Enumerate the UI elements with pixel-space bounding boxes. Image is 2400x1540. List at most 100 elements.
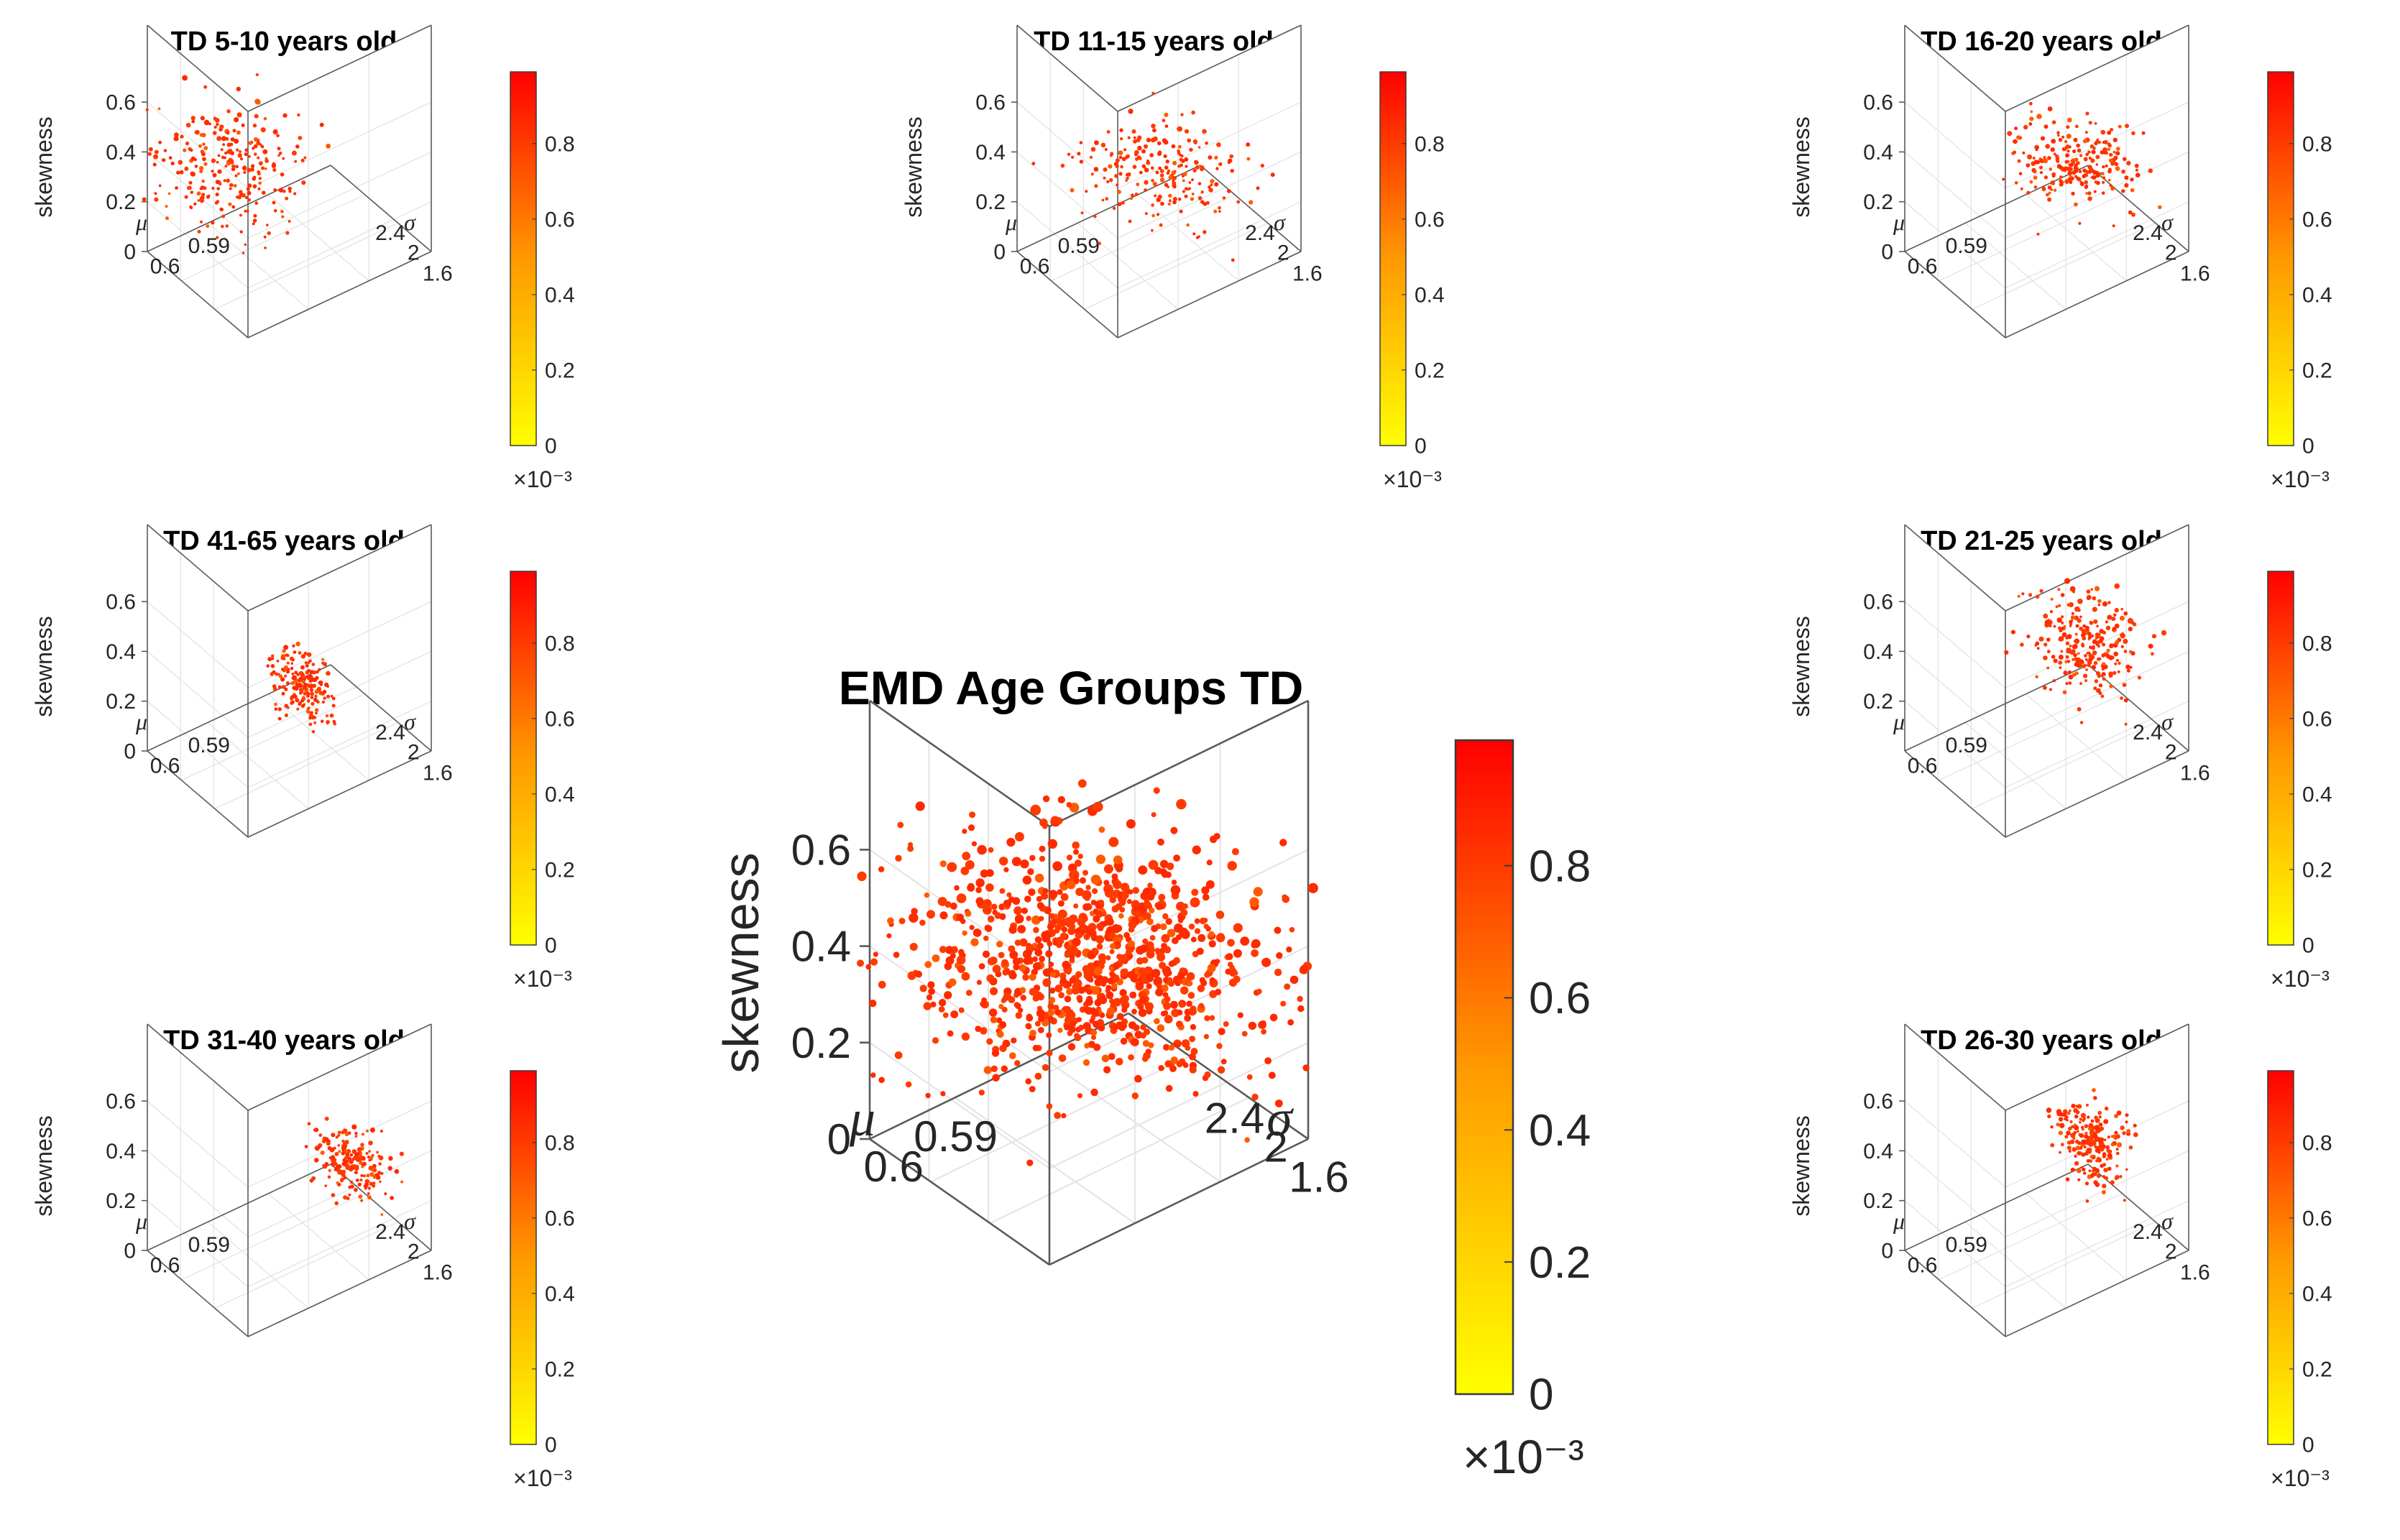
data-point [2089, 1155, 2093, 1158]
data-point [359, 1161, 363, 1165]
data-point [290, 666, 294, 670]
data-point [1170, 885, 1181, 895]
data-point [878, 980, 886, 989]
data-point [2095, 1129, 2100, 1134]
data-point [998, 951, 1005, 959]
data-point [990, 987, 998, 995]
data-point [1092, 888, 1098, 895]
data-point [1261, 957, 1272, 967]
data-point [958, 1007, 965, 1013]
data-point [1083, 933, 1090, 941]
data-point [919, 919, 926, 926]
data-point [1123, 931, 1130, 939]
data-point [2091, 149, 2096, 155]
x-axis-label: μ [135, 709, 147, 734]
data-point [2102, 147, 2107, 152]
scatter-points [2004, 578, 2167, 726]
data-point [1093, 908, 1099, 915]
data-point [2061, 627, 2064, 630]
data-point [309, 670, 314, 675]
data-point [1013, 906, 1022, 916]
data-point [2101, 1190, 2106, 1195]
data-point [1067, 152, 1071, 157]
right-wall [248, 1024, 431, 1337]
left-wall [1905, 1024, 2005, 1337]
data-point [290, 681, 295, 686]
data-point [939, 911, 948, 920]
data-point [293, 650, 297, 654]
data-point [1012, 957, 1021, 966]
data-point [2092, 607, 2097, 612]
data-point [1066, 854, 1073, 861]
data-point [1233, 923, 1243, 933]
panel-td-31-40: TD 31-40 years old00.20.40.6skewness0.60… [31, 1023, 575, 1491]
data-point [1229, 969, 1236, 977]
data-point [244, 209, 247, 213]
x-axis-label: μ [1005, 209, 1017, 235]
data-point [332, 719, 336, 724]
data-point [1184, 187, 1188, 191]
data-point [1036, 1009, 1045, 1018]
data-point [2107, 130, 2112, 135]
grid-line [1084, 222, 1269, 310]
data-point [1159, 177, 1165, 183]
data-point [293, 192, 297, 195]
data-point [1019, 938, 1028, 947]
data-point [2059, 666, 2062, 669]
data-point [945, 946, 954, 954]
data-point [2047, 156, 2051, 160]
data-point [1151, 925, 1159, 933]
data-point [1200, 165, 1205, 170]
data-point [2041, 187, 2046, 192]
data-point [1158, 893, 1166, 901]
data-point [1215, 959, 1220, 964]
colorbar-tick-label: 0.8 [1529, 842, 1591, 891]
data-point [2051, 172, 2056, 177]
data-point [945, 956, 955, 965]
data-point [2114, 1130, 2118, 1135]
z-axis-label: skewness [901, 116, 927, 218]
colorbar-tick-label: 0.6 [2302, 208, 2332, 231]
data-point [1146, 160, 1149, 162]
data-point [2125, 1113, 2129, 1117]
data-point [325, 714, 329, 718]
z-tick-label: 0.6 [975, 91, 1006, 115]
data-point [1128, 1054, 1134, 1061]
data-point [878, 1076, 885, 1084]
data-point [2126, 1129, 2131, 1133]
colorbar-tick-label: 0.6 [1415, 208, 1445, 231]
data-point [2092, 175, 2097, 180]
data-point [254, 114, 259, 119]
data-point [1112, 1024, 1118, 1030]
data-point [308, 683, 314, 688]
axis-edge [247, 1023, 432, 1111]
axis-edge [1016, 251, 1118, 338]
data-point [1184, 129, 1190, 134]
data-point [2134, 163, 2139, 168]
axis-edge [1117, 24, 1302, 112]
data-point [2101, 672, 2106, 677]
data-point [1141, 149, 1146, 154]
data-point [2161, 630, 2167, 636]
data-point [291, 150, 297, 156]
data-point [2060, 1143, 2064, 1147]
data-point [2133, 1132, 2138, 1138]
data-point [1121, 1007, 1128, 1013]
data-point [1209, 1015, 1215, 1021]
data-point [2085, 192, 2088, 195]
data-point [2043, 613, 2049, 619]
data-point [1147, 887, 1157, 897]
data-point [2100, 172, 2105, 175]
data-point [196, 191, 201, 196]
data-point [1260, 1020, 1266, 1027]
data-point [284, 687, 288, 691]
data-point [259, 143, 262, 147]
z-tick-label: 0.2 [106, 1189, 136, 1213]
data-point [271, 163, 277, 168]
data-point [1006, 892, 1012, 898]
data-point [1128, 940, 1135, 948]
data-point [1251, 941, 1258, 949]
data-point [2110, 128, 2114, 132]
data-point [1144, 180, 1149, 185]
colorbar-tick-label: 0.4 [2302, 1282, 2332, 1306]
